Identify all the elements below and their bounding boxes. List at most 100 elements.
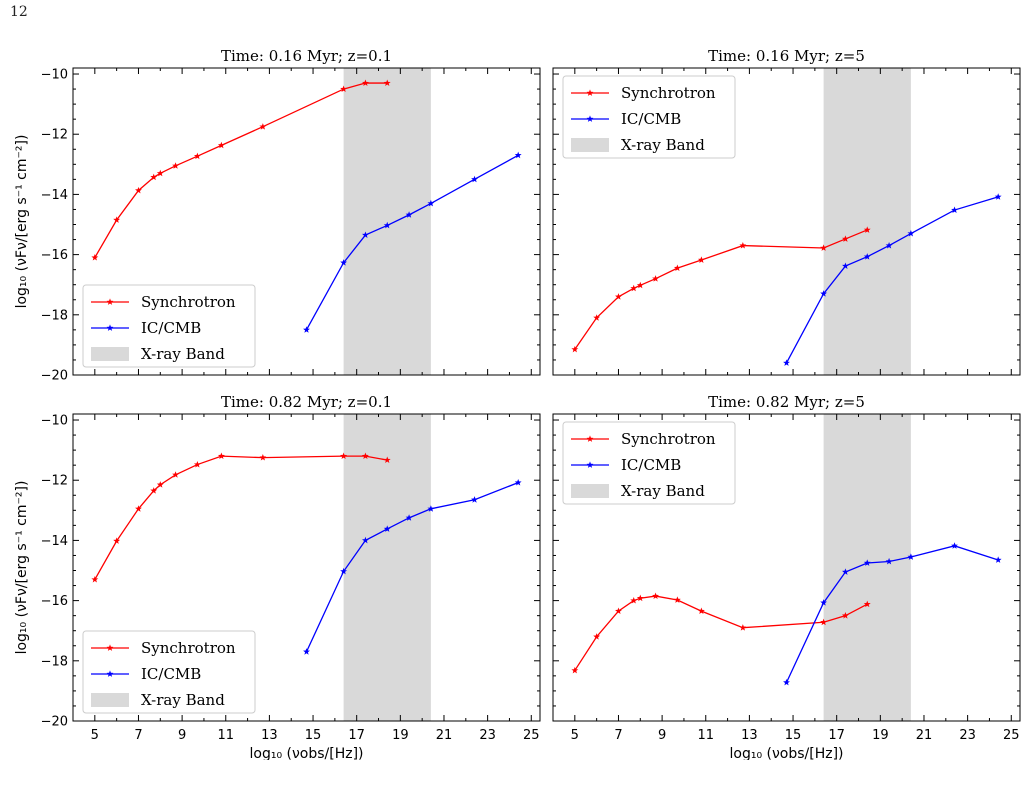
data-point-synchrotron	[652, 275, 659, 282]
x-tick-label: 5	[91, 728, 99, 743]
data-point-synchrotron	[673, 596, 681, 603]
data-point-ic-cmb	[471, 175, 478, 183]
legend-box	[82, 630, 256, 714]
legend: Synchrotron IC/CMB X-ray Band	[562, 75, 736, 159]
data-point-ic-cmb	[951, 542, 958, 549]
y-tick-label: −18	[41, 308, 68, 323]
series-line-synchrotron	[574, 595, 868, 671]
data-point-synchrotron	[193, 460, 201, 468]
data-point-ic-cmb	[340, 259, 348, 266]
y-tick-label: −10	[41, 414, 68, 429]
legend-entry: Synchrotron	[621, 84, 716, 102]
legend: Synchrotron IC/CMB X-ray Band	[562, 421, 736, 505]
data-point-ic-cmb	[362, 536, 369, 544]
data-point-ic-cmb	[863, 559, 871, 566]
x-tick-label: 9	[658, 728, 666, 743]
legend-marker	[106, 644, 114, 651]
legend: Synchrotron IC/CMB X-ray Band	[82, 630, 256, 714]
legend-band-swatch	[571, 138, 609, 152]
y-tick-label: −12	[41, 474, 68, 489]
x-tick-label: 23	[959, 728, 976, 743]
series-line-ic-cmb	[785, 196, 999, 364]
data-point-synchrotron	[193, 152, 201, 160]
series-line-synchrotron	[94, 82, 388, 258]
data-point-synchrotron	[172, 471, 179, 478]
data-point-ic-cmb	[820, 599, 828, 606]
legend-band-swatch	[91, 693, 129, 707]
legend-entry: X-ray Band	[141, 345, 225, 363]
x-tick-label: 5	[571, 728, 579, 743]
data-point-synchrotron	[383, 79, 391, 86]
data-point-synchrotron	[630, 597, 638, 604]
data-point-ic-cmb	[842, 568, 849, 575]
data-point-ic-cmb	[405, 211, 413, 218]
data-point-synchrotron	[820, 244, 828, 251]
x-tick-label: 9	[178, 728, 186, 743]
data-point-ic-cmb	[405, 514, 413, 521]
x-tick-label: 21	[916, 728, 933, 743]
data-point-synchrotron	[636, 281, 644, 289]
x-tick-label: 25	[1003, 728, 1020, 743]
x-ray-band	[343, 414, 431, 721]
legend-marker	[106, 324, 114, 331]
x-tick-label: 13	[261, 728, 278, 743]
data-point-synchrotron	[150, 487, 158, 494]
data-point-synchrotron	[135, 186, 142, 194]
page-number: 12	[10, 4, 28, 20]
data-point-ic-cmb	[951, 206, 958, 213]
data-point-synchrotron	[135, 505, 142, 512]
data-point-synchrotron	[636, 594, 644, 602]
y-tick-label: −20	[41, 369, 68, 384]
data-point-synchrotron	[217, 141, 225, 149]
x-tick-label: 25	[523, 728, 540, 743]
y-tick-label: −12	[41, 128, 68, 143]
x-tick-label: 13	[741, 728, 758, 743]
data-point-ic-cmb	[383, 221, 391, 229]
series-line-ic-cmb	[785, 545, 999, 683]
series-line-ic-cmb	[305, 154, 519, 331]
data-point-ic-cmb	[783, 678, 790, 686]
panel-title: Time: 0.16 Myr; z=5	[708, 47, 865, 65]
data-point-synchrotron	[863, 600, 871, 608]
x-tick-label: 11	[697, 728, 714, 743]
x-tick-label: 17	[348, 728, 365, 743]
legend-entry: Synchrotron	[141, 293, 236, 311]
legend-entry: IC/CMB	[621, 110, 681, 128]
x-axis-label: log₁₀ (νobs/[Hz])	[729, 746, 843, 760]
data-point-synchrotron	[863, 226, 871, 233]
data-point-ic-cmb	[303, 648, 310, 655]
data-point-ic-cmb	[907, 553, 915, 560]
x-tick-label: 19	[872, 728, 889, 743]
data-point-synchrotron	[593, 314, 601, 321]
data-point-synchrotron	[362, 452, 369, 460]
legend-marker	[586, 435, 594, 442]
data-point-synchrotron	[820, 618, 828, 626]
series-line-synchrotron	[574, 229, 868, 350]
data-point-synchrotron	[739, 624, 747, 631]
legend-box	[562, 75, 736, 159]
legend-band-swatch	[571, 484, 609, 498]
data-point-ic-cmb	[514, 479, 522, 486]
y-tick-label: −16	[41, 248, 68, 263]
x-tick-label: 15	[305, 728, 322, 743]
data-point-synchrotron	[383, 456, 391, 463]
data-point-synchrotron	[91, 254, 99, 261]
legend-entry: X-ray Band	[141, 691, 225, 709]
legend-marker	[106, 298, 114, 305]
data-point-synchrotron	[156, 481, 164, 488]
data-point-ic-cmb	[907, 229, 915, 237]
data-point-ic-cmb	[885, 241, 893, 249]
legend-entry: X-ray Band	[621, 136, 705, 154]
legend-entry: Synchrotron	[141, 639, 236, 657]
x-ray-band	[343, 68, 431, 375]
x-ray-band	[823, 414, 911, 721]
data-point-synchrotron	[571, 345, 579, 353]
data-point-synchrotron	[673, 264, 681, 272]
x-tick-label: 23	[479, 728, 496, 743]
data-point-ic-cmb	[783, 359, 790, 366]
data-point-synchrotron	[150, 173, 158, 181]
data-point-ic-cmb	[994, 556, 1002, 563]
y-tick-label: −16	[41, 594, 68, 609]
data-point-synchrotron	[156, 169, 164, 177]
data-point-synchrotron	[615, 607, 622, 615]
